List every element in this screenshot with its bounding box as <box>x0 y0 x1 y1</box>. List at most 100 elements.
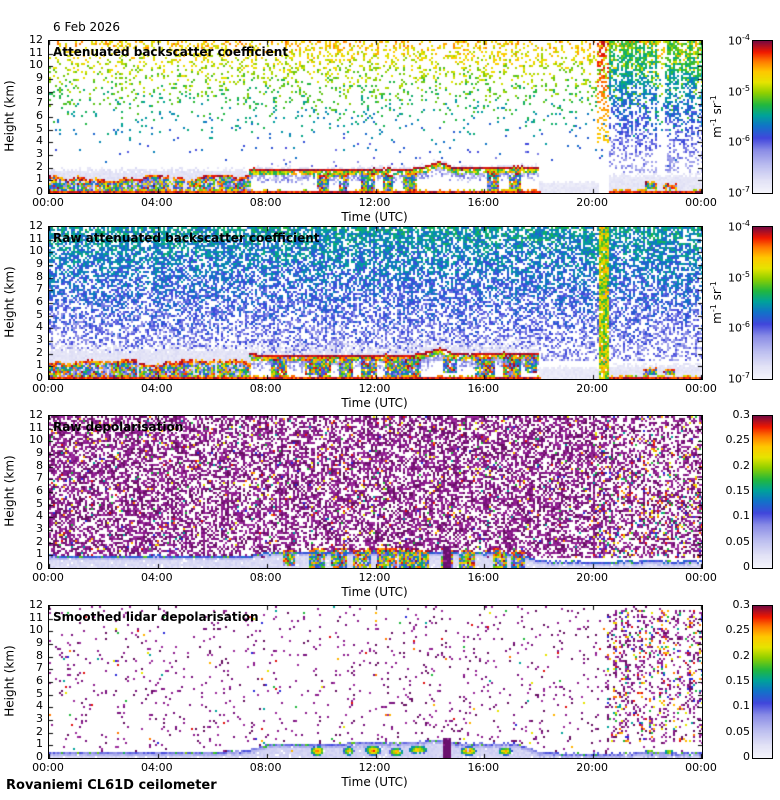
panel-attenuated-backscatter: Attenuated backscatter coefficient <box>48 40 703 194</box>
colorbar-unit-label: m-1 sr-1 <box>706 226 726 378</box>
x-tick-label: 04:00 <box>140 761 173 774</box>
x-tick-label: 00:00 <box>685 196 717 209</box>
colorbar-unit-label: m-1 sr-1 <box>706 40 726 192</box>
y-tick-label: 8 <box>36 269 43 283</box>
y-tick-label: 5 <box>36 686 43 700</box>
x-tick-label: 20:00 <box>576 196 608 209</box>
y-axis-label: Height (km) <box>3 415 17 567</box>
y-tick-label: 9 <box>36 71 43 84</box>
x-tick-label: 00:00 <box>32 761 64 774</box>
y-axis-label: Height (km) <box>3 605 17 757</box>
y-tick-label: 10 <box>29 244 43 258</box>
x-axis-label: Time (UTC) <box>341 585 408 599</box>
x-tick-label: 08:00 <box>249 571 282 584</box>
y-tick-label: 11 <box>29 231 43 245</box>
x-tick-label: 20:00 <box>576 382 608 395</box>
x-tick-label: 08:00 <box>249 761 282 774</box>
x-tick-label: 16:00 <box>467 382 500 395</box>
panel-raw-attenuated-backscatter: Raw attenuated backscatter coefficient <box>48 226 703 380</box>
y-tick-label: 7 <box>36 282 43 296</box>
y-tick-label: 1 <box>36 358 43 372</box>
y-tick-label: 4 <box>36 134 43 148</box>
y-tick-label: 12 <box>29 33 43 46</box>
colorbar-tick-label: 10-6 <box>728 320 750 335</box>
y-tick-label: 1 <box>36 547 43 561</box>
x-tick-label: 08:00 <box>249 196 282 209</box>
x-tick-label: 20:00 <box>576 761 608 774</box>
y-tick-label: 10 <box>29 623 43 637</box>
colorbar-tick-label: 0.05 <box>725 534 751 548</box>
x-tick-label: 20:00 <box>576 571 608 584</box>
heatmap-canvas-raw-attenuated-backscatter <box>48 226 703 380</box>
y-tick-label: 3 <box>36 712 43 725</box>
colorbar-tick-label: 10-7 <box>728 185 750 200</box>
x-tick-label: 12:00 <box>358 196 391 209</box>
y-tick-label: 2 <box>36 159 43 173</box>
x-tick-label: 16:00 <box>467 196 500 209</box>
y-tick-label: 6 <box>36 295 43 308</box>
colorbar-tick-label: 0.1 <box>732 509 751 523</box>
x-tick-label: 04:00 <box>140 196 173 209</box>
y-tick-label: 0 <box>36 560 43 573</box>
colorbar-tick-label: 10-5 <box>728 269 750 285</box>
colorbar-tick-label: 0.2 <box>732 648 751 662</box>
y-axis-label-text: Height (km) <box>3 455 18 527</box>
colorbar-tick-label: 0.25 <box>725 433 751 447</box>
panel-raw-depolarisation: Raw depolarisation <box>48 415 703 569</box>
y-axis-label: Height (km) <box>3 226 17 378</box>
y-tick-label: 2 <box>36 345 43 359</box>
y-axis-label-text: Height (km) <box>3 645 18 717</box>
x-tick-label: 04:00 <box>140 382 173 395</box>
colorbar <box>752 226 773 380</box>
y-tick-label: 10 <box>29 58 43 72</box>
panel-smoothed-depolarisation: Smoothed lidar depolarisation <box>48 605 703 759</box>
x-tick-label: 12:00 <box>358 571 391 584</box>
y-tick-label: 2 <box>36 724 43 738</box>
y-tick-label: 1 <box>36 172 43 186</box>
colorbar-tick-label: 10-6 <box>728 134 750 149</box>
colorbar-tick-label: 0.05 <box>725 724 751 738</box>
x-tick-label: 16:00 <box>467 761 500 774</box>
y-tick-label: 2 <box>36 534 43 548</box>
y-tick-label: 8 <box>36 648 43 662</box>
y-tick-label: 11 <box>29 45 43 59</box>
colorbar-tick-label: 0.1 <box>732 699 751 713</box>
y-tick-label: 9 <box>36 636 43 649</box>
y-tick-label: 8 <box>36 83 43 97</box>
colorbar-tick-label: 0.25 <box>725 623 751 637</box>
panel-title: Raw attenuated backscatter coefficient <box>53 231 320 245</box>
x-tick-label: 00:00 <box>32 382 64 395</box>
y-axis-label-text: Height (km) <box>3 80 18 152</box>
colorbar-tick-label: 10-7 <box>728 371 750 386</box>
colorbar-tick-label: 0 <box>743 750 750 763</box>
y-tick-label: 12 <box>29 408 43 421</box>
y-tick-label: 9 <box>36 257 43 270</box>
y-tick-label: 3 <box>36 147 43 160</box>
x-tick-label: 04:00 <box>140 571 173 584</box>
x-tick-label: 00:00 <box>685 571 717 584</box>
colorbar-tick-label: 0.15 <box>725 674 751 687</box>
y-tick-label: 12 <box>29 598 43 611</box>
y-tick-label: 11 <box>29 420 43 434</box>
y-tick-label: 8 <box>36 458 43 472</box>
colorbar-tick-label: 0.3 <box>732 408 751 421</box>
x-tick-label: 00:00 <box>32 196 64 209</box>
x-tick-label: 00:00 <box>32 571 64 584</box>
y-tick-label: 5 <box>36 496 43 510</box>
y-tick-label: 0 <box>36 371 43 384</box>
x-axis-label: Time (UTC) <box>341 396 408 410</box>
heatmap-canvas-smoothed-depolarisation <box>48 605 703 759</box>
y-tick-label: 3 <box>36 522 43 535</box>
panel-title: Smoothed lidar depolarisation <box>53 610 259 624</box>
colorbar <box>752 605 773 759</box>
colorbar-tick-label: 0.2 <box>732 458 751 472</box>
colorbar-tick-label: 10-4 <box>728 219 750 234</box>
y-tick-label: 4 <box>36 699 43 713</box>
colorbar <box>752 40 773 194</box>
x-tick-label: 16:00 <box>467 571 500 584</box>
x-tick-label: 08:00 <box>249 382 282 395</box>
y-tick-label: 7 <box>36 96 43 110</box>
x-tick-label: 00:00 <box>685 382 717 395</box>
y-tick-label: 7 <box>36 471 43 485</box>
y-axis-label: Height (km) <box>3 40 17 192</box>
